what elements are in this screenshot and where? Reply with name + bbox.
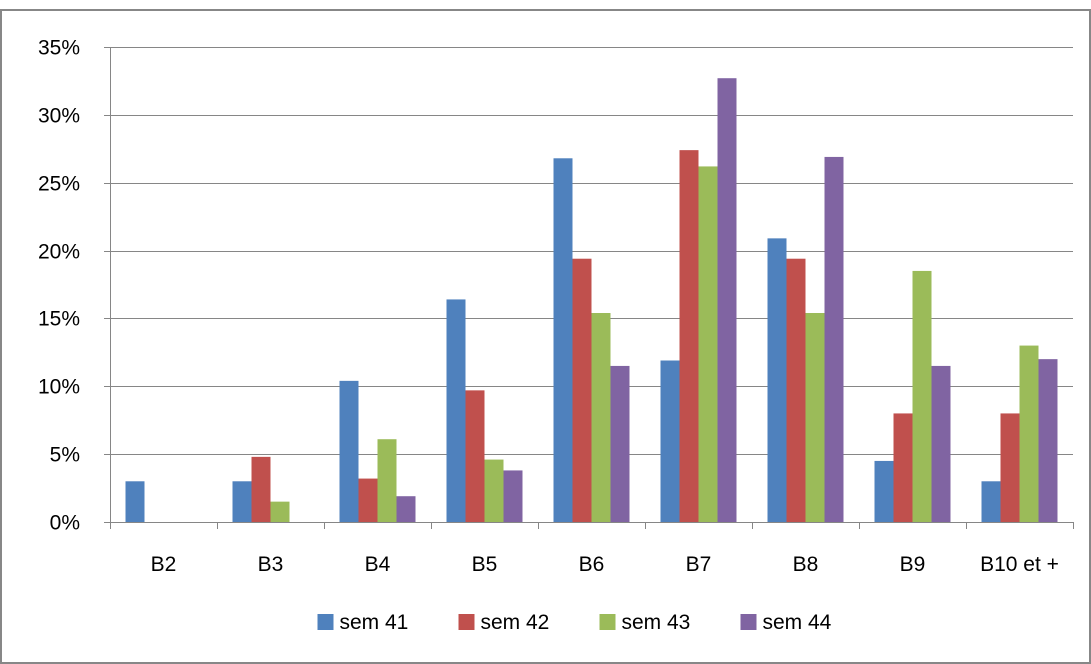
bar-sem-42-B4 [358, 478, 378, 522]
bar-sem-44-B5 [503, 470, 523, 522]
legend-swatch [740, 614, 757, 630]
y-tick-label: 15% [38, 308, 80, 331]
x-tick-label: B3 [258, 553, 284, 576]
legend-swatch [458, 614, 475, 630]
legend-item: sem 44 [740, 611, 832, 634]
bar-sem-42-B3 [251, 456, 271, 522]
x-tick-label: B10 et + [980, 553, 1059, 576]
legend-label: sem 41 [340, 611, 409, 634]
legend-item: sem 41 [317, 611, 409, 634]
legend-swatch [317, 614, 334, 630]
y-tick-label: 20% [38, 241, 80, 264]
x-tick-label: B2 [151, 553, 177, 576]
legend-swatch [599, 614, 616, 630]
legend-label: sem 43 [622, 611, 691, 634]
bar-sem-44-B6 [610, 365, 630, 522]
bar-sem-43-B7 [698, 166, 718, 522]
x-tick-label: B8 [793, 553, 819, 576]
bar-sem-44-B7 [717, 78, 737, 523]
y-axis-tick-labels: 0% 5% 10% 15% 20% 25% 30% 35% [38, 37, 80, 535]
chart-outer-border [0, 9, 1091, 664]
bar-sem-43-B3 [270, 501, 290, 522]
x-tick-label: B5 [472, 553, 498, 576]
bar-sem-41-B4 [339, 380, 359, 522]
x-tick-label: B6 [579, 553, 605, 576]
x-tick-label: B9 [900, 553, 926, 576]
bar-sem-41-B6 [553, 158, 573, 523]
bar-sem-42-B5 [465, 390, 485, 522]
legend-item: sem 42 [458, 611, 550, 634]
bar-sem-42-B10-et [1000, 413, 1020, 522]
legend-item: sem 43 [599, 611, 691, 634]
bar-sem-43-B10-et [1019, 345, 1039, 522]
bar-sem-41-B10-et [981, 481, 1001, 522]
bar-sem-41-B9 [874, 460, 894, 522]
bar-sem-42-B7 [679, 150, 699, 522]
bar-sem-43-B4 [377, 439, 397, 522]
axes [104, 47, 1074, 529]
y-tick-label: 0% [50, 512, 80, 535]
bar-sem-42-B8 [786, 258, 806, 522]
x-tick-label: B7 [686, 553, 712, 576]
bar-sem-44-B8 [824, 156, 844, 522]
bar-sem-44-B10-et [1038, 359, 1058, 522]
y-tick-label: 25% [38, 173, 80, 196]
legend-label: sem 42 [481, 611, 550, 634]
bar-sem-41-B2 [125, 481, 145, 522]
legend: sem 41 sem 42 sem 43 sem 44 [317, 611, 832, 634]
bar-sem-44-B9 [931, 365, 951, 522]
legend-label: sem 44 [763, 611, 832, 634]
x-tick-label: B4 [365, 553, 391, 576]
bars [125, 78, 1058, 523]
x-axis-tick-labels: B2 B3 B4 B5 B6 B7 B8 B9 B10 et + [151, 553, 1059, 576]
y-tick-label: 35% [38, 37, 80, 60]
y-tick-label: 30% [38, 105, 80, 128]
bar-sem-43-B5 [484, 459, 504, 522]
bar-sem-43-B6 [591, 313, 611, 522]
bar-sem-41-B7 [660, 360, 680, 522]
bar-sem-42-B9 [893, 413, 913, 522]
bar-sem-42-B6 [572, 258, 592, 522]
bar-sem-43-B9 [912, 270, 932, 522]
bar-sem-41-B5 [446, 299, 466, 522]
bar-sem-43-B8 [805, 313, 825, 522]
bar-sem-41-B8 [767, 238, 787, 523]
bar-sem-41-B3 [232, 481, 252, 522]
bar-sem-44-B4 [396, 496, 416, 522]
y-tick-label: 10% [38, 376, 80, 399]
y-tick-label: 5% [50, 444, 80, 467]
